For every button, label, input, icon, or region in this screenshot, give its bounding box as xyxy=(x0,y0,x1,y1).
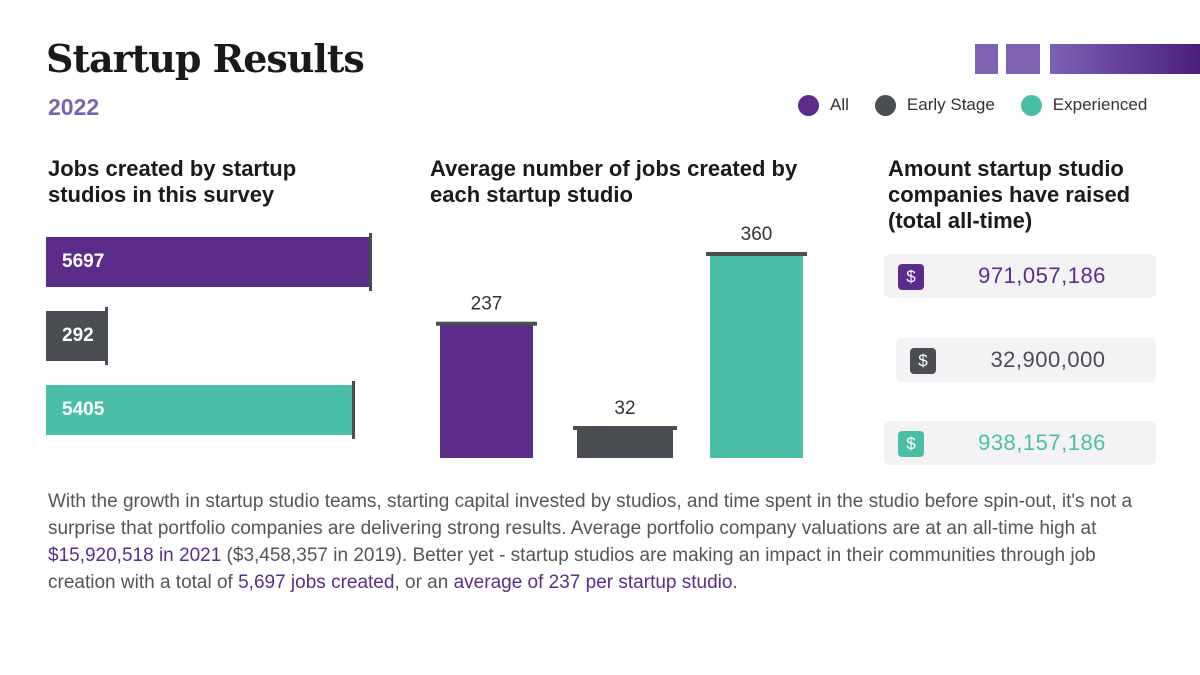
amount-row-early-stage: $ 32,900,000 xyxy=(896,338,1156,382)
avg-jobs-chart: 237 32 360 xyxy=(436,224,807,458)
vbar-all xyxy=(440,323,533,458)
legend-item-all: All xyxy=(798,94,849,116)
hbar-early-stage-cap xyxy=(105,307,108,365)
vbar-all-label: 237 xyxy=(471,294,503,315)
avg-jobs-title: Average number of jobs created by each s… xyxy=(430,156,798,207)
amount-all-value: 971,057,186 xyxy=(978,263,1106,288)
amount-row-all: $ 971,057,186 xyxy=(884,254,1156,298)
hbar-early-stage-label: 292 xyxy=(62,325,94,346)
summary-text-2: ($3,458,357 in 2019). Better yet - start… xyxy=(48,545,1096,593)
hbar-experienced: 5405 xyxy=(46,381,356,439)
hbar-all-label: 5697 xyxy=(62,251,105,272)
amount-row-experienced: $ 938,157,186 xyxy=(884,421,1156,465)
hbar-experienced-label: 5405 xyxy=(62,399,105,420)
vbar-all-cap xyxy=(436,321,537,326)
vbar-early-stage-cap xyxy=(573,426,677,430)
summary-paragraph: With the growth in startup studio teams,… xyxy=(48,488,1158,596)
hbar-all: 5697 xyxy=(46,233,372,291)
legend: All Early Stage Experienced xyxy=(798,92,1147,118)
legend-swatch-experienced xyxy=(1020,94,1042,116)
legend-label-all: All xyxy=(830,95,849,114)
vbar-experienced-label: 360 xyxy=(741,224,773,245)
vbar-experienced-cap xyxy=(706,252,807,256)
summary-text-1: With the growth in startup studio teams,… xyxy=(48,491,1133,539)
hbar-all-cap xyxy=(369,233,372,291)
summary-highlight-valuation: $15,920,518 in 2021 xyxy=(48,545,222,566)
vbar-early-stage-label: 32 xyxy=(614,398,635,419)
jobs-created-title: Jobs created by startup studios in this … xyxy=(48,156,297,207)
amount-raised-title: Amount startup studio companies have rai… xyxy=(888,156,1131,233)
legend-item-early-stage: Early Stage xyxy=(874,94,995,116)
summary-text-4: . xyxy=(732,572,738,593)
dollar-icon: $ xyxy=(910,348,936,374)
decor-square-2 xyxy=(1006,44,1040,74)
year-label: 2022 xyxy=(48,94,100,120)
vbar-early-stage xyxy=(577,428,673,458)
legend-swatch-all xyxy=(798,94,819,116)
vbar-experienced xyxy=(710,254,803,458)
decor-square-1 xyxy=(975,44,998,74)
page-title: Startup Results xyxy=(46,36,365,81)
dollar-icon: $ xyxy=(898,431,924,457)
summary-highlight-average: average of 237 per startup studio xyxy=(453,572,733,593)
decor-gradient-bar xyxy=(1050,44,1200,74)
dollar-icon: $ xyxy=(898,264,924,290)
hbar-experienced-cap xyxy=(352,381,356,439)
amount-early-stage-value: 32,900,000 xyxy=(990,347,1106,372)
legend-item-experienced: Experienced xyxy=(1020,94,1148,116)
legend-label-early-stage: Early Stage xyxy=(906,95,995,114)
legend-swatch-early-stage xyxy=(874,94,896,116)
legend-label-experienced: Experienced xyxy=(1052,95,1148,114)
amount-experienced-value: 938,157,186 xyxy=(978,430,1106,455)
summary-text-3: , or an xyxy=(394,572,454,593)
hbar-early-stage: 292 xyxy=(46,307,108,365)
summary-highlight-jobs: 5,697 jobs created xyxy=(238,572,395,593)
